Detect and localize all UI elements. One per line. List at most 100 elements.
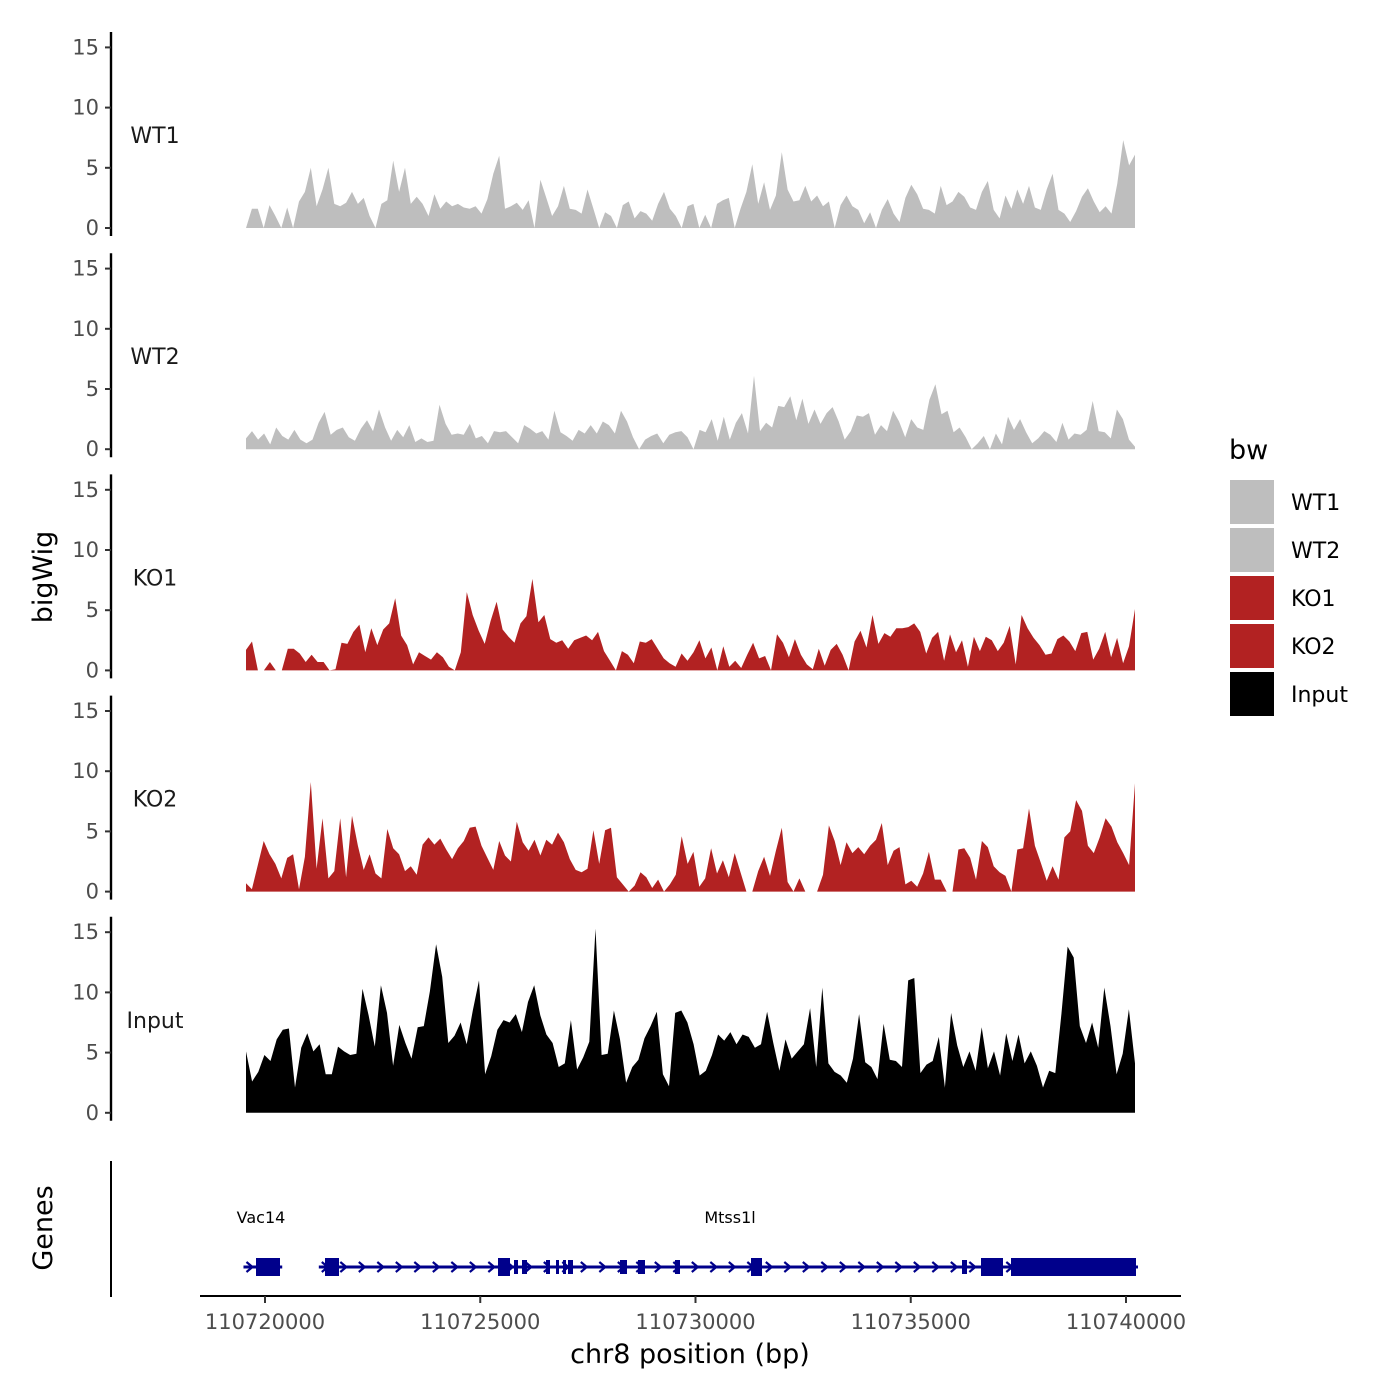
strand-chevron — [802, 1261, 811, 1273]
legend-swatch — [1230, 624, 1274, 668]
exon-block — [620, 1260, 627, 1274]
strand-chevron — [413, 1261, 423, 1273]
strand-chevron — [358, 1261, 367, 1273]
y-tick-label: 10 — [72, 759, 99, 783]
y-tick-label: 5 — [86, 819, 99, 843]
y-tick-label: 10 — [72, 317, 99, 341]
strand-chevron — [876, 1261, 885, 1273]
legend-item-wt1: WT1 — [1230, 480, 1340, 524]
exon-block — [962, 1260, 967, 1274]
exon-block — [981, 1258, 1003, 1276]
strand-chevron — [524, 1261, 534, 1273]
strand-chevron — [728, 1261, 737, 1273]
y-tick-label: 5 — [86, 598, 99, 622]
legend-label: WT1 — [1291, 491, 1340, 516]
exon-block — [522, 1260, 527, 1274]
y-tick-label: 15 — [72, 699, 99, 723]
x-ticks: 110720000 110725000 110730000 110735000 1107… — [205, 1296, 1186, 1334]
legend-item-ko1: KO1 — [1230, 576, 1336, 620]
track-label: KO1 — [133, 566, 178, 591]
strand-chevron — [450, 1261, 460, 1273]
legend-item-input: Input — [1230, 672, 1348, 716]
y-tick-label: 5 — [86, 156, 99, 180]
y-tick-label: 15 — [72, 35, 99, 59]
genes-panel: Genes Vac14 Mtss1l — [28, 1161, 1138, 1297]
strand-chevron — [968, 1261, 978, 1273]
y-tick-label: 5 — [86, 1041, 99, 1065]
y-tick-label: 5 — [86, 377, 99, 401]
legend: bw WT1 WT2 KO1 KO2 Input — [1229, 435, 1348, 716]
track-ko1: 0 5 10 15 KO1 — [72, 474, 1135, 682]
exon-block — [514, 1260, 518, 1274]
x-axis: 110720000 110725000 110730000 110735000 1107… — [200, 1295, 1186, 1370]
exon-block — [325, 1258, 339, 1276]
exon-block — [675, 1260, 680, 1274]
track-label: KO2 — [133, 788, 178, 813]
x-tick-label: 110735000 — [851, 1310, 971, 1334]
legend-label: WT2 — [1291, 539, 1340, 564]
exon-block — [498, 1258, 510, 1276]
legend-label: KO1 — [1291, 587, 1336, 612]
track-label: WT2 — [130, 345, 179, 370]
strand-chevron — [654, 1261, 663, 1273]
coverage-tracks: 0 5 10 15 WT1 0 5 10 15 WT2 0 5 10 15 KO1 0 5 10 15 KO2 0 5 10… — [72, 32, 1135, 1125]
strand-chevron — [691, 1261, 700, 1273]
coverage-area-input — [246, 928, 1135, 1113]
track-ko2: 0 5 10 15 KO2 — [72, 695, 1135, 904]
strand-chevron — [765, 1261, 774, 1273]
x-tick-label: 110730000 — [635, 1310, 755, 1334]
coverage-area-ko2 — [246, 782, 1135, 892]
y-tick-label: 10 — [72, 980, 99, 1004]
y-tick-label: 10 — [72, 96, 99, 120]
legend-swatch — [1230, 672, 1274, 716]
strand-chevron — [820, 1261, 830, 1273]
strand-chevron — [339, 1261, 349, 1273]
strand-chevron — [376, 1261, 386, 1273]
strand-chevron — [913, 1261, 922, 1273]
legend-swatch — [1230, 528, 1274, 572]
y-axis-title: bigWig — [28, 531, 59, 624]
x-tick-label: 110725000 — [420, 1310, 540, 1334]
track-wt2: 0 5 10 15 WT2 — [72, 253, 1135, 461]
legend-item-ko2: KO2 — [1230, 624, 1336, 668]
exon-block — [563, 1260, 566, 1274]
strand-chevron — [857, 1261, 867, 1273]
strand-chevron — [598, 1261, 608, 1273]
track-wt1: 0 5 10 15 WT1 — [72, 32, 1135, 240]
strand-chevron — [580, 1261, 589, 1273]
legend-label: Input — [1291, 683, 1348, 708]
strand-chevron — [245, 1261, 255, 1273]
strand-chevron — [432, 1261, 441, 1273]
legend-item-wt2: WT2 — [1230, 528, 1340, 572]
y-tick-label: 15 — [72, 257, 99, 281]
strand-chevron — [950, 1261, 959, 1273]
strand-chevron — [839, 1261, 848, 1273]
strand-chevron — [487, 1261, 497, 1273]
exon-block — [556, 1260, 559, 1274]
coverage-area-wt2 — [246, 375, 1135, 450]
y-tick-label: 15 — [72, 920, 99, 944]
track-label: WT1 — [130, 124, 179, 149]
strand-chevron — [709, 1261, 719, 1273]
y-tick-label: 0 — [86, 216, 99, 240]
y-tick-label: 0 — [86, 880, 99, 904]
exon-block — [1011, 1258, 1136, 1276]
genes-axis-title: Genes — [28, 1185, 59, 1270]
x-axis-title: chr8 position (bp) — [570, 1339, 810, 1370]
strand-chevron — [931, 1261, 941, 1273]
x-tick-label: 110740000 — [1066, 1310, 1186, 1334]
exon-block — [256, 1258, 280, 1276]
x-tick-label: 110720000 — [205, 1310, 325, 1334]
y-tick-label: 0 — [86, 437, 99, 461]
y-tick-label: 15 — [72, 478, 99, 502]
coverage-area-wt1 — [246, 140, 1135, 228]
gene-models: Vac14 Mtss1l — [237, 1208, 1138, 1276]
legend-items: WT1 WT2 KO1 KO2 Input — [1230, 480, 1348, 716]
coverage-area-ko1 — [246, 578, 1135, 671]
y-tick-label: 0 — [86, 1101, 99, 1125]
legend-swatch — [1230, 480, 1274, 524]
exon-block — [546, 1260, 550, 1274]
track-input: 0 5 10 15 Input — [72, 916, 1135, 1125]
strand-chevron — [894, 1261, 904, 1273]
y-tick-label: 0 — [86, 658, 99, 682]
